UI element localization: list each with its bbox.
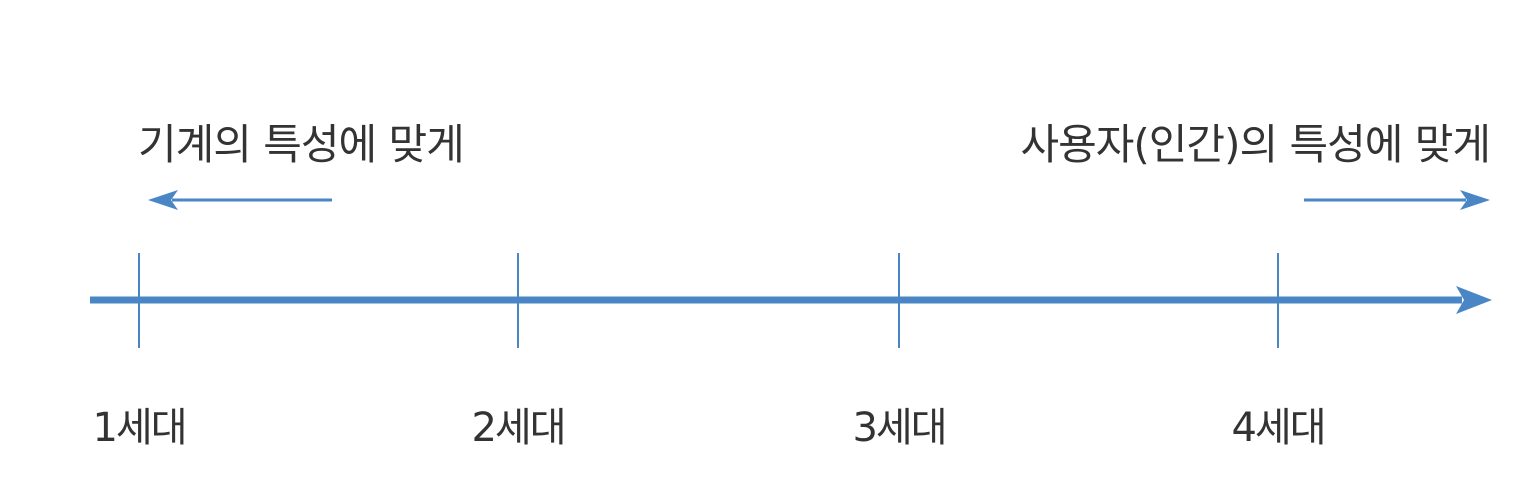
right-direction-arrow-head — [1460, 190, 1490, 210]
user-oriented-caption: 사용자(인간)의 특성에 맞게 — [1020, 120, 1491, 169]
generation-label-1: 1세대 — [92, 405, 187, 451]
machine-oriented-caption: 기계의 특성에 맞게 — [138, 120, 465, 169]
generation-label-2: 2세대 — [471, 405, 566, 451]
generation-label-4: 4세대 — [1231, 405, 1326, 451]
left-direction-arrow-head — [148, 190, 178, 210]
generation-label-3: 3세대 — [852, 405, 947, 451]
timeline-axis-arrow-head — [1456, 286, 1492, 314]
